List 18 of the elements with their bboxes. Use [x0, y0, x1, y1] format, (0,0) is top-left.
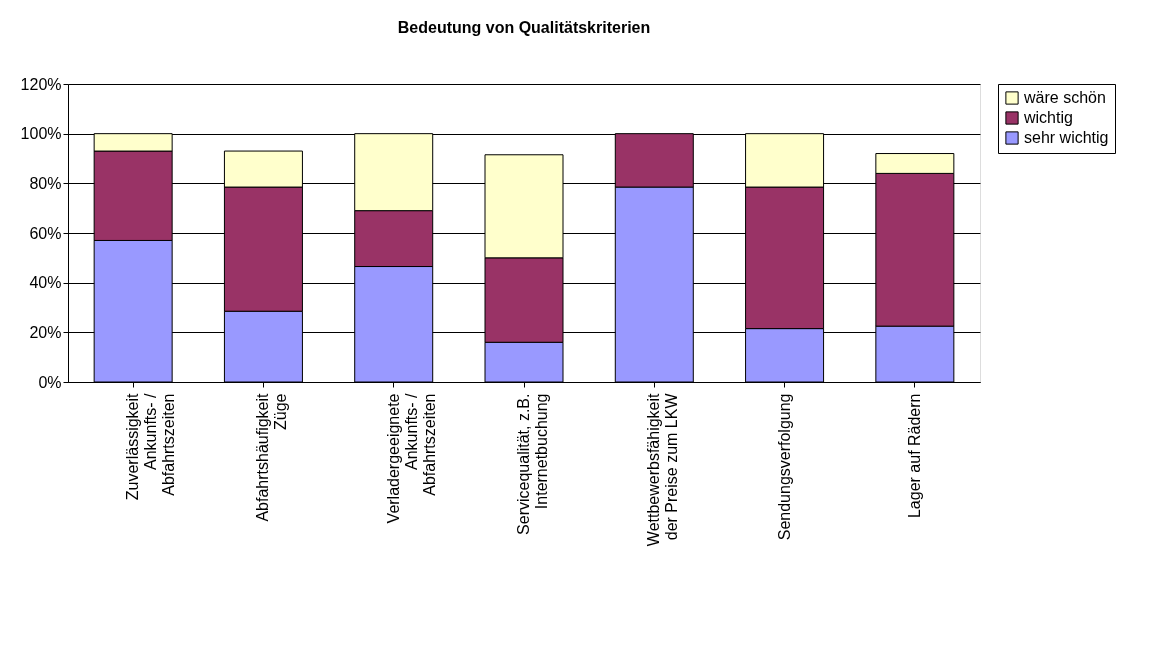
- legend-label: wichtig: [1023, 109, 1073, 126]
- y-tick-label: 20%: [29, 323, 62, 341]
- y-tick-label: 80%: [29, 174, 62, 192]
- y-tick-label: 60%: [29, 224, 62, 242]
- x-tick-label: Sendungsverfolgung: [775, 393, 793, 541]
- x-tick-label: Servicequalität, z.B. Internetbuchung: [515, 393, 550, 535]
- y-tick-label: 120%: [20, 75, 62, 93]
- y-tick-label: 40%: [29, 274, 62, 292]
- x-tick-label: Zuverlässigkeit Ankunfts- / Abfahrtszeiten: [124, 392, 178, 501]
- y-tick-label: 0%: [38, 373, 62, 391]
- x-tick-label: Abfahrtshäufigkeit Züge: [254, 392, 290, 522]
- x-tick-label: Wettbewerbsfähigkeit der Preise zum LKW: [645, 392, 681, 547]
- x-tick-label: Lager auf Rädern: [905, 393, 923, 519]
- y-tick-label: 100%: [20, 125, 62, 143]
- legend-label: wäre schön: [1023, 89, 1106, 106]
- x-tick-label: Verladergeeignete Ankunfts- / Abfahrtszeiten: [384, 392, 438, 524]
- legend-label: sehr wichtig: [1024, 129, 1109, 146]
- chart-title: Bedeutung von Qualitätskriterien: [397, 19, 651, 36]
